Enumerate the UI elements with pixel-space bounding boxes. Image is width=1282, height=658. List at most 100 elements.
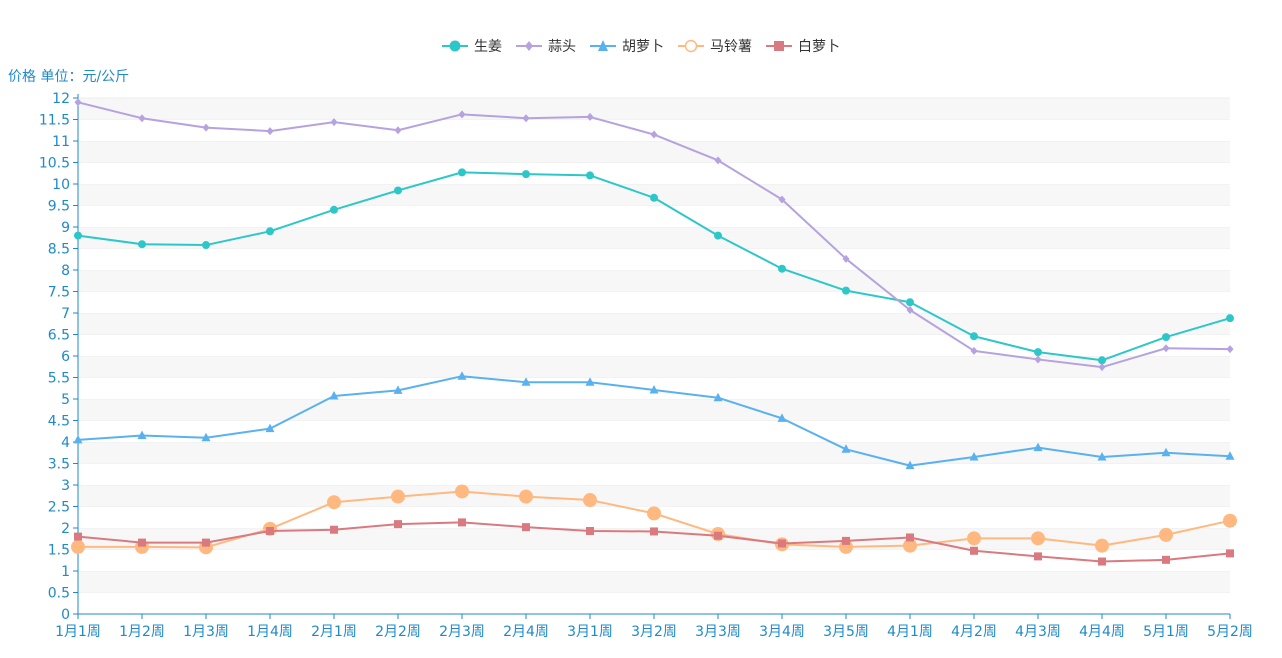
data-point bbox=[650, 527, 658, 536]
data-point bbox=[905, 460, 915, 470]
data-point bbox=[778, 539, 786, 548]
x-tick-label: 4月1周 bbox=[887, 624, 933, 640]
data-point bbox=[1162, 555, 1170, 564]
data-point bbox=[330, 525, 338, 534]
data-point bbox=[522, 114, 530, 123]
grid-band bbox=[78, 162, 1230, 184]
y-axis-label: 价格 单位：元/公斤 bbox=[8, 69, 130, 85]
data-point bbox=[1034, 355, 1042, 364]
data-point bbox=[1098, 557, 1106, 566]
x-tick-label: 5月1周 bbox=[1143, 624, 1189, 640]
data-point bbox=[391, 489, 405, 504]
chart-legend: 生姜 蒜头 胡萝卜 马铃薯 白萝卜 bbox=[0, 36, 1282, 56]
grid-band bbox=[78, 248, 1230, 270]
y-tick-label: 2 bbox=[61, 521, 70, 537]
data-point bbox=[1162, 344, 1170, 353]
y-tick-label: 1 bbox=[61, 564, 70, 580]
data-point bbox=[1095, 538, 1109, 553]
data-point bbox=[329, 390, 339, 400]
y-tick-label: 12 bbox=[52, 91, 70, 107]
data-point bbox=[138, 240, 146, 249]
grid-band bbox=[78, 592, 1230, 614]
data-point bbox=[71, 539, 85, 554]
x-tick-label: 3月1周 bbox=[567, 624, 613, 640]
data-point bbox=[906, 305, 914, 314]
y-tick-label: 0 bbox=[61, 607, 70, 623]
y-tick-label: 10 bbox=[52, 177, 70, 193]
legend-item[interactable]: 蒜头 bbox=[516, 36, 576, 56]
data-point bbox=[1097, 452, 1107, 461]
data-point bbox=[777, 413, 787, 422]
data-point bbox=[202, 538, 210, 547]
y-tick-label: 11.5 bbox=[39, 113, 70, 129]
grid-band bbox=[78, 571, 1230, 593]
data-point bbox=[969, 452, 979, 461]
data-point bbox=[1031, 531, 1045, 546]
grid-band bbox=[78, 485, 1230, 507]
data-point bbox=[650, 130, 658, 139]
x-tick-label: 1月2周 bbox=[119, 624, 165, 640]
data-point bbox=[906, 298, 914, 307]
data-point bbox=[327, 495, 341, 510]
data-point bbox=[1098, 356, 1106, 365]
legend-item[interactable]: 马铃薯 bbox=[678, 36, 752, 56]
data-point bbox=[266, 227, 274, 236]
grid-band bbox=[78, 313, 1230, 335]
data-point bbox=[393, 385, 403, 394]
x-tick-label: 2月3周 bbox=[439, 624, 485, 640]
data-point bbox=[1098, 363, 1106, 372]
data-point bbox=[394, 126, 402, 135]
legend-label: 胡萝卜 bbox=[622, 39, 664, 55]
data-point bbox=[1033, 442, 1043, 452]
x-tick-label: 3月5周 bbox=[823, 624, 869, 640]
series-4 bbox=[74, 518, 1234, 566]
y-tick-label: 4 bbox=[61, 435, 70, 451]
data-point bbox=[521, 377, 531, 386]
legend-label: 生姜 bbox=[474, 39, 502, 55]
y-tick-label: 8 bbox=[61, 263, 70, 279]
grid-band bbox=[78, 205, 1230, 227]
legend-item[interactable]: 生姜 bbox=[442, 36, 502, 56]
legend-label: 马铃薯 bbox=[710, 39, 752, 55]
data-point bbox=[842, 286, 850, 295]
data-point bbox=[1161, 447, 1171, 457]
data-point bbox=[458, 110, 466, 119]
y-tick-label: 7.5 bbox=[48, 285, 70, 301]
x-tick-label: 2月4周 bbox=[503, 624, 549, 640]
grid-band bbox=[78, 141, 1230, 163]
data-point bbox=[458, 168, 466, 177]
data-point bbox=[841, 444, 851, 453]
data-point bbox=[137, 430, 147, 440]
legend-item[interactable]: 白萝卜 bbox=[766, 36, 840, 56]
y-tick-label: 7 bbox=[61, 306, 70, 322]
series-2 bbox=[73, 371, 1235, 470]
data-point bbox=[586, 171, 594, 180]
x-tick-label: 4月3周 bbox=[1015, 624, 1061, 640]
data-point bbox=[519, 489, 533, 504]
x-tick-label: 2月2周 bbox=[375, 624, 421, 640]
y-tick-label: 5.5 bbox=[48, 371, 70, 387]
data-point bbox=[266, 527, 274, 536]
x-tick-label: 2月1周 bbox=[311, 624, 357, 640]
grid-band bbox=[78, 227, 1230, 249]
data-point bbox=[74, 231, 82, 240]
data-point bbox=[202, 241, 210, 250]
y-tick-label: 3.5 bbox=[48, 457, 70, 473]
y-tick-label: 11 bbox=[52, 134, 70, 150]
data-point bbox=[265, 423, 275, 433]
y-tick-label: 9 bbox=[61, 220, 70, 236]
data-point bbox=[970, 546, 978, 555]
data-point bbox=[330, 118, 338, 127]
y-tick-label: 5 bbox=[61, 392, 70, 408]
grid-band bbox=[78, 119, 1230, 141]
x-tick-label: 3月2周 bbox=[631, 624, 677, 640]
data-point bbox=[330, 205, 338, 214]
data-point bbox=[202, 123, 210, 132]
data-point bbox=[650, 193, 658, 202]
y-tick-label: 9.5 bbox=[48, 199, 70, 215]
legend-label: 蒜头 bbox=[548, 39, 576, 55]
data-point bbox=[970, 346, 978, 355]
legend-item[interactable]: 胡萝卜 bbox=[590, 36, 664, 56]
grid-band bbox=[78, 549, 1230, 571]
